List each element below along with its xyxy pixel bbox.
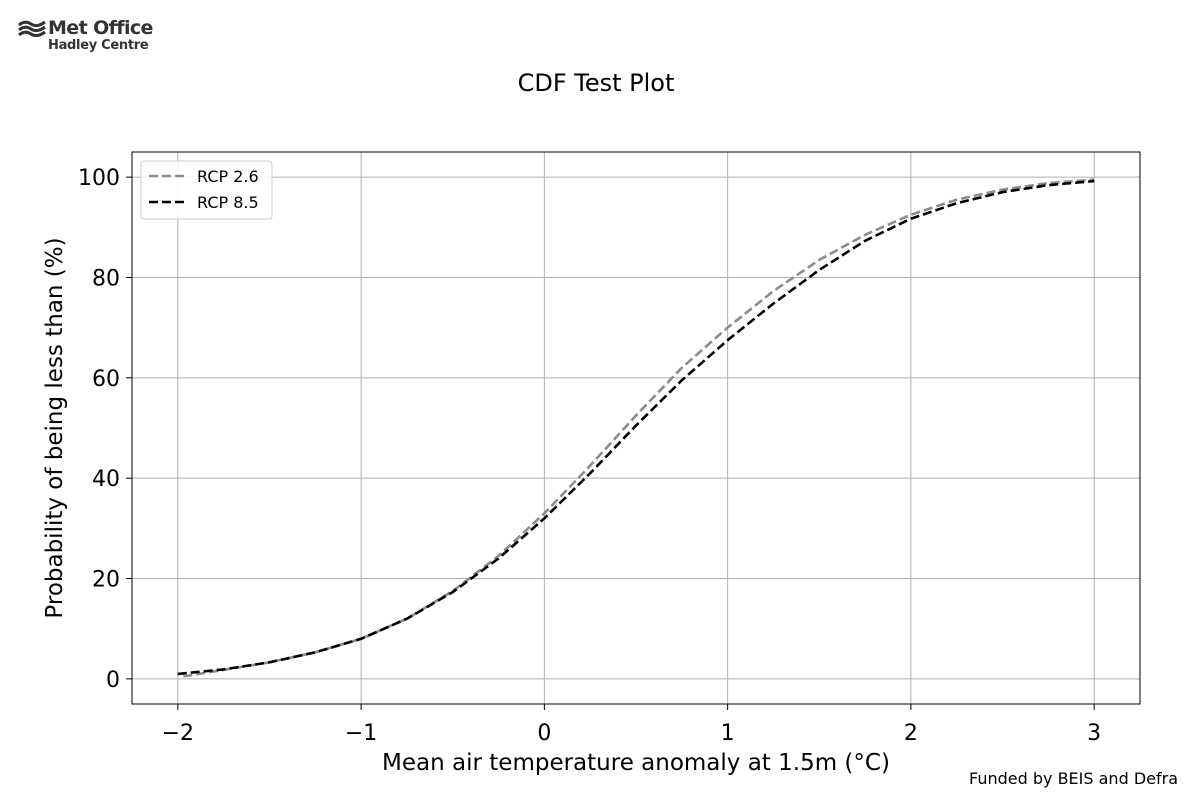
- y-axis-label: Probability of being less than (%): [42, 237, 68, 618]
- y-tick-label: 40: [92, 467, 120, 492]
- y-tick-label: 20: [92, 568, 120, 593]
- funding-note: Funded by BEIS and Defra: [969, 769, 1178, 788]
- chart-title: CDF Test Plot: [517, 69, 675, 97]
- legend-label: RCP 2.6: [197, 167, 259, 186]
- legend-box: [140, 160, 273, 220]
- logo-main-text: Met Office: [48, 17, 153, 39]
- plot-frame: [131, 151, 1141, 705]
- x-tick-label: 2: [904, 721, 918, 746]
- x-tick-label: 1: [721, 721, 735, 746]
- axis-ticks: −2 −1 0 1 2 3 0 20 40 60 80 100: [78, 166, 1101, 746]
- grid-lines: [132, 152, 1140, 704]
- legend: RCP 2.6 RCP 8.5: [140, 160, 273, 220]
- y-tick-label: 80: [92, 266, 120, 291]
- x-tick-label: 3: [1087, 721, 1101, 746]
- x-tick-label: −2: [162, 721, 194, 746]
- series-line-1: [177, 179, 1095, 676]
- y-tick-label: 100: [78, 166, 120, 191]
- series-lines: [177, 178, 1095, 678]
- series-line-0: [183, 178, 1095, 678]
- x-tick-label: −1: [345, 721, 377, 746]
- x-axis-label: Mean air temperature anomaly at 1.5m (°C…: [382, 750, 890, 776]
- logo-sub-text: Hadley Centre: [48, 38, 149, 53]
- legend-label: RCP 8.5: [197, 193, 259, 212]
- y-tick-label: 60: [92, 367, 120, 392]
- x-tick-label: 0: [537, 721, 551, 746]
- y-tick-label: 0: [106, 668, 120, 693]
- met-office-waves-icon: [18, 20, 46, 38]
